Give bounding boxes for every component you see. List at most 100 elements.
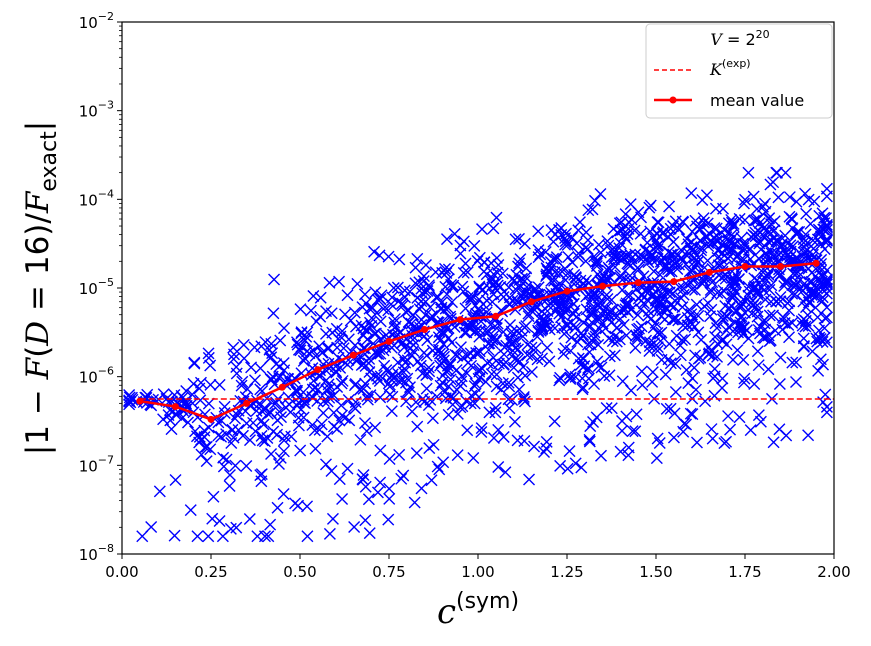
scatter-point bbox=[509, 233, 522, 246]
scatter-point bbox=[603, 350, 616, 363]
scatter-point bbox=[294, 303, 307, 316]
scatter-point bbox=[608, 349, 621, 362]
scatter-point bbox=[395, 472, 408, 485]
scatter-point bbox=[737, 353, 750, 366]
scatter-point bbox=[816, 207, 829, 220]
scatter-point bbox=[802, 193, 815, 206]
scatter-point bbox=[759, 323, 772, 336]
scatter-point bbox=[490, 334, 503, 347]
scatter-point bbox=[241, 382, 254, 395]
scatter-point bbox=[271, 501, 284, 514]
scatter-point bbox=[614, 445, 627, 458]
scatter-point bbox=[331, 341, 344, 354]
scatter-point bbox=[262, 530, 275, 543]
scatter-point bbox=[191, 530, 204, 543]
scatter-point bbox=[651, 341, 664, 354]
scatter-point bbox=[371, 372, 384, 385]
scatter-point bbox=[540, 435, 553, 448]
scatter-point bbox=[535, 319, 548, 332]
scatter-point bbox=[669, 357, 682, 370]
mean-value-line bbox=[139, 262, 817, 421]
scatter-point bbox=[586, 203, 599, 216]
scatter-point bbox=[672, 314, 685, 327]
mean-point bbox=[207, 415, 215, 423]
scatter-point bbox=[623, 216, 636, 229]
scatter-point bbox=[440, 233, 453, 246]
scatter-point bbox=[771, 166, 784, 179]
scatter-point bbox=[431, 460, 444, 473]
scatter-point bbox=[412, 355, 425, 368]
scatter-point bbox=[561, 238, 574, 251]
scatter-point bbox=[437, 456, 450, 469]
scatter-point bbox=[472, 302, 485, 315]
scatter-point bbox=[333, 334, 346, 347]
scatter-point bbox=[268, 273, 281, 286]
scatter-point bbox=[697, 274, 710, 287]
scatter-point bbox=[437, 338, 450, 351]
scatter-point bbox=[525, 366, 538, 379]
scatter-point bbox=[531, 353, 544, 366]
scatter-point bbox=[421, 367, 434, 380]
scatter-point bbox=[455, 370, 468, 383]
scatter-point bbox=[313, 370, 326, 383]
scatter-point bbox=[370, 369, 383, 382]
scatter-point bbox=[299, 334, 312, 347]
scatter-point bbox=[747, 190, 760, 203]
scatter-point bbox=[747, 299, 760, 312]
scatter-point bbox=[761, 254, 774, 267]
scatter-point bbox=[581, 234, 594, 247]
scatter-point bbox=[124, 396, 137, 409]
scatter-point bbox=[473, 345, 486, 358]
scatter-point bbox=[800, 281, 813, 294]
scatter-point bbox=[820, 311, 833, 324]
scatter-point bbox=[625, 384, 638, 397]
scatter-point bbox=[659, 368, 672, 381]
scatter-point bbox=[168, 529, 181, 542]
scatter-point bbox=[326, 512, 339, 525]
scatter-point bbox=[820, 406, 833, 419]
scatter-point bbox=[451, 407, 464, 420]
scatter-point bbox=[553, 307, 566, 320]
scatter-point bbox=[720, 310, 733, 323]
scatter-point bbox=[333, 414, 346, 427]
scatter-point bbox=[188, 356, 201, 369]
scatter-point bbox=[425, 313, 438, 325]
scatter-point bbox=[225, 437, 238, 450]
scatter-point bbox=[680, 364, 693, 377]
scatter-point bbox=[583, 346, 596, 359]
scatter-point bbox=[599, 302, 612, 315]
scatter-point bbox=[194, 394, 207, 407]
scatter-point bbox=[635, 294, 648, 307]
scatter-point bbox=[571, 335, 584, 348]
mean-point bbox=[599, 282, 607, 290]
scatter-point bbox=[509, 283, 522, 296]
scatter-point bbox=[593, 322, 606, 335]
scatter-point bbox=[357, 468, 370, 481]
scatter-point bbox=[644, 313, 657, 326]
scatter-point bbox=[363, 527, 376, 540]
scatter-point bbox=[751, 345, 764, 358]
scatter-point bbox=[588, 326, 601, 339]
scatter-point bbox=[709, 202, 722, 215]
scatter-point bbox=[230, 408, 243, 421]
scatter-point bbox=[369, 327, 382, 340]
scatter-point bbox=[506, 394, 519, 407]
scatter-point bbox=[781, 297, 794, 310]
scatter-point bbox=[476, 223, 489, 236]
scatter-point bbox=[474, 371, 487, 384]
scatter-point bbox=[594, 188, 607, 201]
scatter-point bbox=[388, 316, 401, 329]
scatter-point bbox=[669, 215, 682, 228]
scatter-point bbox=[679, 333, 692, 346]
scatter-point bbox=[165, 423, 178, 436]
scatter-point bbox=[301, 326, 314, 339]
scatter-point bbox=[751, 286, 764, 299]
scatter-point bbox=[686, 283, 699, 296]
scatter-point bbox=[403, 381, 416, 394]
scatter-point bbox=[369, 286, 382, 299]
scatter-point bbox=[258, 530, 271, 543]
scatter-point bbox=[783, 304, 796, 317]
scatter-point bbox=[699, 395, 712, 408]
scatter-point bbox=[749, 300, 762, 313]
scatter-point bbox=[662, 353, 675, 366]
